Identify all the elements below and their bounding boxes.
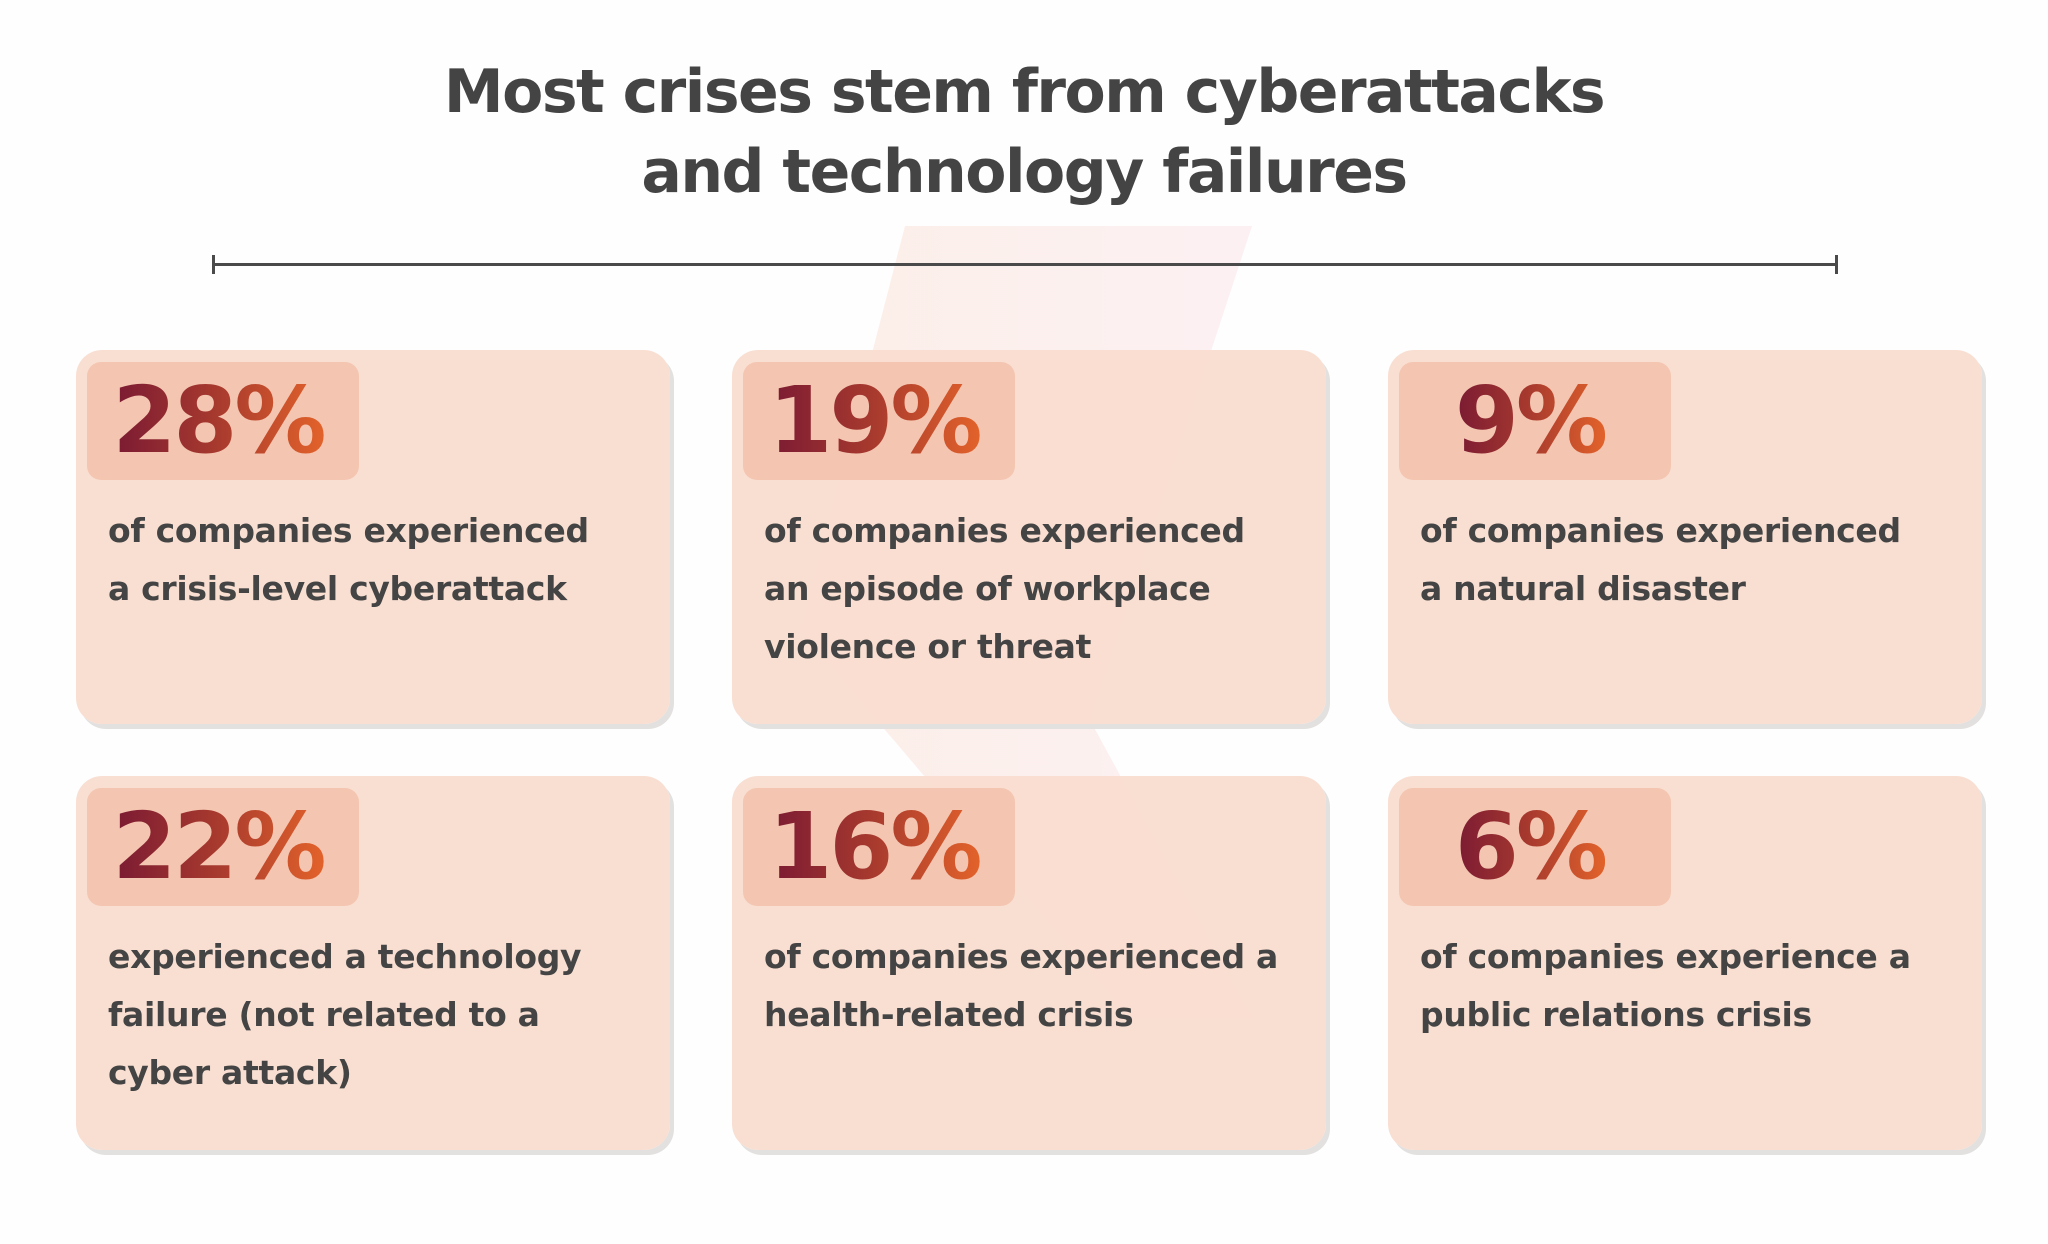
title-line-2: and technology failures — [641, 137, 1408, 207]
percent-value: 28% — [112, 367, 326, 474]
description-line: failure (not related to a — [108, 995, 540, 1034]
divider-left-tick — [212, 255, 215, 274]
description-line: violence or threat — [764, 627, 1092, 666]
stat-description: of companies experienced a crisis-level … — [108, 502, 648, 618]
description-line: a natural disaster — [1420, 569, 1746, 608]
stat-card-technology-failure: 22% experienced a technology failure (no… — [76, 776, 670, 1150]
description-line: of companies experience a — [1420, 937, 1911, 976]
description-line: of companies experienced — [1420, 511, 1901, 550]
percent-badge: 9% — [1399, 362, 1671, 480]
stat-card-workplace-violence: 19% of companies experienced an episode … — [732, 350, 1326, 724]
percent-value: 19% — [768, 367, 982, 474]
percent-value: 16% — [768, 793, 982, 900]
description-line: experienced a technology — [108, 937, 582, 976]
percent-value: 9% — [1454, 367, 1608, 474]
stat-card-health-crisis: 16% of companies experienced a health-re… — [732, 776, 1326, 1150]
description-line: of companies experienced a — [764, 937, 1278, 976]
title-line-1: Most crises stem from cyberattacks — [443, 57, 1606, 127]
percent-value: 6% — [1454, 793, 1608, 900]
divider-right-tick — [1835, 255, 1838, 274]
stat-description: experienced a technology failure (not re… — [108, 928, 648, 1102]
description-line: of companies experienced — [108, 511, 589, 550]
percent-badge: 19% — [743, 362, 1015, 480]
stat-card-cyberattack: 28% of companies experienced a crisis-le… — [76, 350, 670, 724]
stat-card-natural-disaster: 9% of companies experienced a natural di… — [1388, 350, 1982, 724]
percent-badge: 28% — [87, 362, 359, 480]
description-line: of companies experienced — [764, 511, 1245, 550]
percent-badge: 6% — [1399, 788, 1671, 906]
stat-description: of companies experienced an episode of w… — [764, 502, 1304, 676]
stat-description: of companies experienced a health-relate… — [764, 928, 1304, 1044]
description-line: public relations crisis — [1420, 995, 1812, 1034]
percent-value: 22% — [112, 793, 326, 900]
title-divider — [212, 255, 1838, 274]
percent-badge: 16% — [743, 788, 1015, 906]
percent-badge: 22% — [87, 788, 359, 906]
stat-description: of companies experience a public relatio… — [1420, 928, 1960, 1044]
description-line: an episode of workplace — [764, 569, 1211, 608]
description-line: cyber attack) — [108, 1053, 352, 1092]
stat-card-public-relations: 6% of companies experience a public rela… — [1388, 776, 1982, 1150]
page-title: Most crises stem from cyberattacks and t… — [0, 52, 2048, 212]
description-line: a crisis-level cyberattack — [108, 569, 567, 608]
description-line: health-related crisis — [764, 995, 1134, 1034]
stat-description: of companies experienced a natural disas… — [1420, 502, 1960, 618]
